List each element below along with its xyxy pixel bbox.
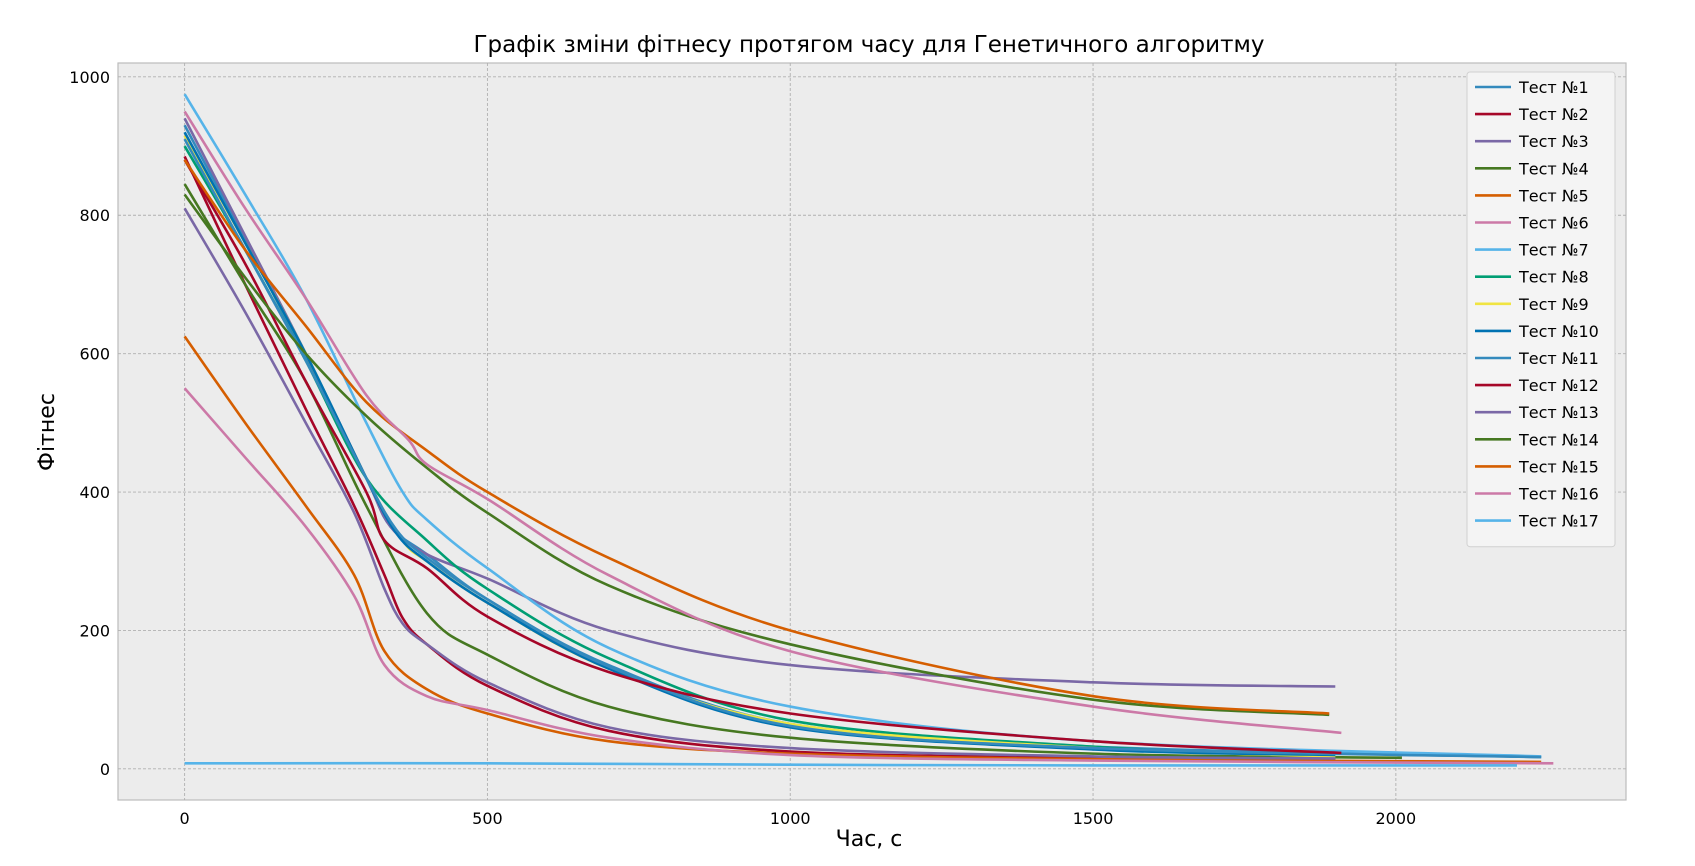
legend-label: Тест №11: [1518, 349, 1599, 368]
legend-label: Тест №17: [1518, 512, 1599, 531]
x-tick-label: 2000: [1376, 809, 1417, 828]
x-tick-label: 1500: [1073, 809, 1114, 828]
y-tick-label: 200: [79, 621, 110, 640]
legend-label: Тест №13: [1518, 403, 1599, 422]
chart-title: Графік зміни фітнесу протягом часу для Г…: [474, 32, 1265, 58]
y-axis-label: Фітнес: [35, 393, 60, 471]
y-tick-label: 0: [100, 760, 110, 779]
series-line-test-15: [183, 159, 1330, 715]
x-tick-label: 500: [472, 809, 503, 828]
series-line-test-13: [183, 207, 1336, 760]
legend-label: Тест №2: [1518, 105, 1589, 124]
legend-label: Тест №5: [1518, 186, 1589, 205]
series-line-test-16: [183, 110, 1342, 735]
series-line-test-12: [183, 159, 1342, 755]
legend-label: Тест №4: [1518, 159, 1589, 178]
y-tick-label: 400: [79, 483, 110, 502]
legend-label: Тест №10: [1518, 322, 1599, 341]
legend-label: Тест №14: [1518, 430, 1599, 449]
series-line-test-6: [183, 387, 1554, 765]
legend-label: Тест №3: [1518, 132, 1589, 151]
series-line-test-17: [184, 761, 1517, 767]
legend-label: Тест №16: [1518, 485, 1599, 504]
legend-label: Тест №12: [1518, 376, 1599, 395]
legend-label: Тест №1: [1518, 78, 1589, 97]
y-tick-label: 800: [79, 206, 110, 225]
legend-box: [1466, 71, 1616, 548]
x-tick-label: 1000: [770, 809, 811, 828]
x-axis-label: Час, с: [836, 827, 903, 852]
y-tick-label: 600: [79, 345, 110, 364]
legend-label: Тест №7: [1518, 241, 1589, 260]
legend-label: Тест №15: [1518, 457, 1599, 476]
legend-label: Тест №6: [1518, 214, 1589, 233]
series-line-test-5: [183, 335, 1542, 764]
y-tick-label: 1000: [69, 68, 110, 87]
series-line-test-14: [183, 193, 1330, 717]
x-tick-label: 0: [180, 809, 190, 828]
legend-label: Тест №9: [1518, 295, 1589, 314]
legend-label: Тест №8: [1518, 268, 1589, 287]
